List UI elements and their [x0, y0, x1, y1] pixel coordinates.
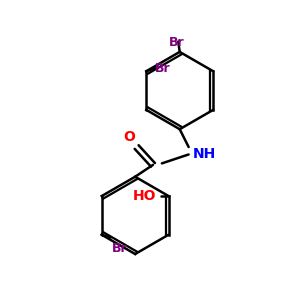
Text: Br: Br [155, 62, 171, 75]
Text: Br: Br [112, 242, 128, 255]
Text: Br: Br [169, 36, 184, 49]
Text: O: O [123, 130, 135, 144]
Text: HO: HO [133, 189, 157, 203]
Text: NH: NH [193, 148, 216, 161]
